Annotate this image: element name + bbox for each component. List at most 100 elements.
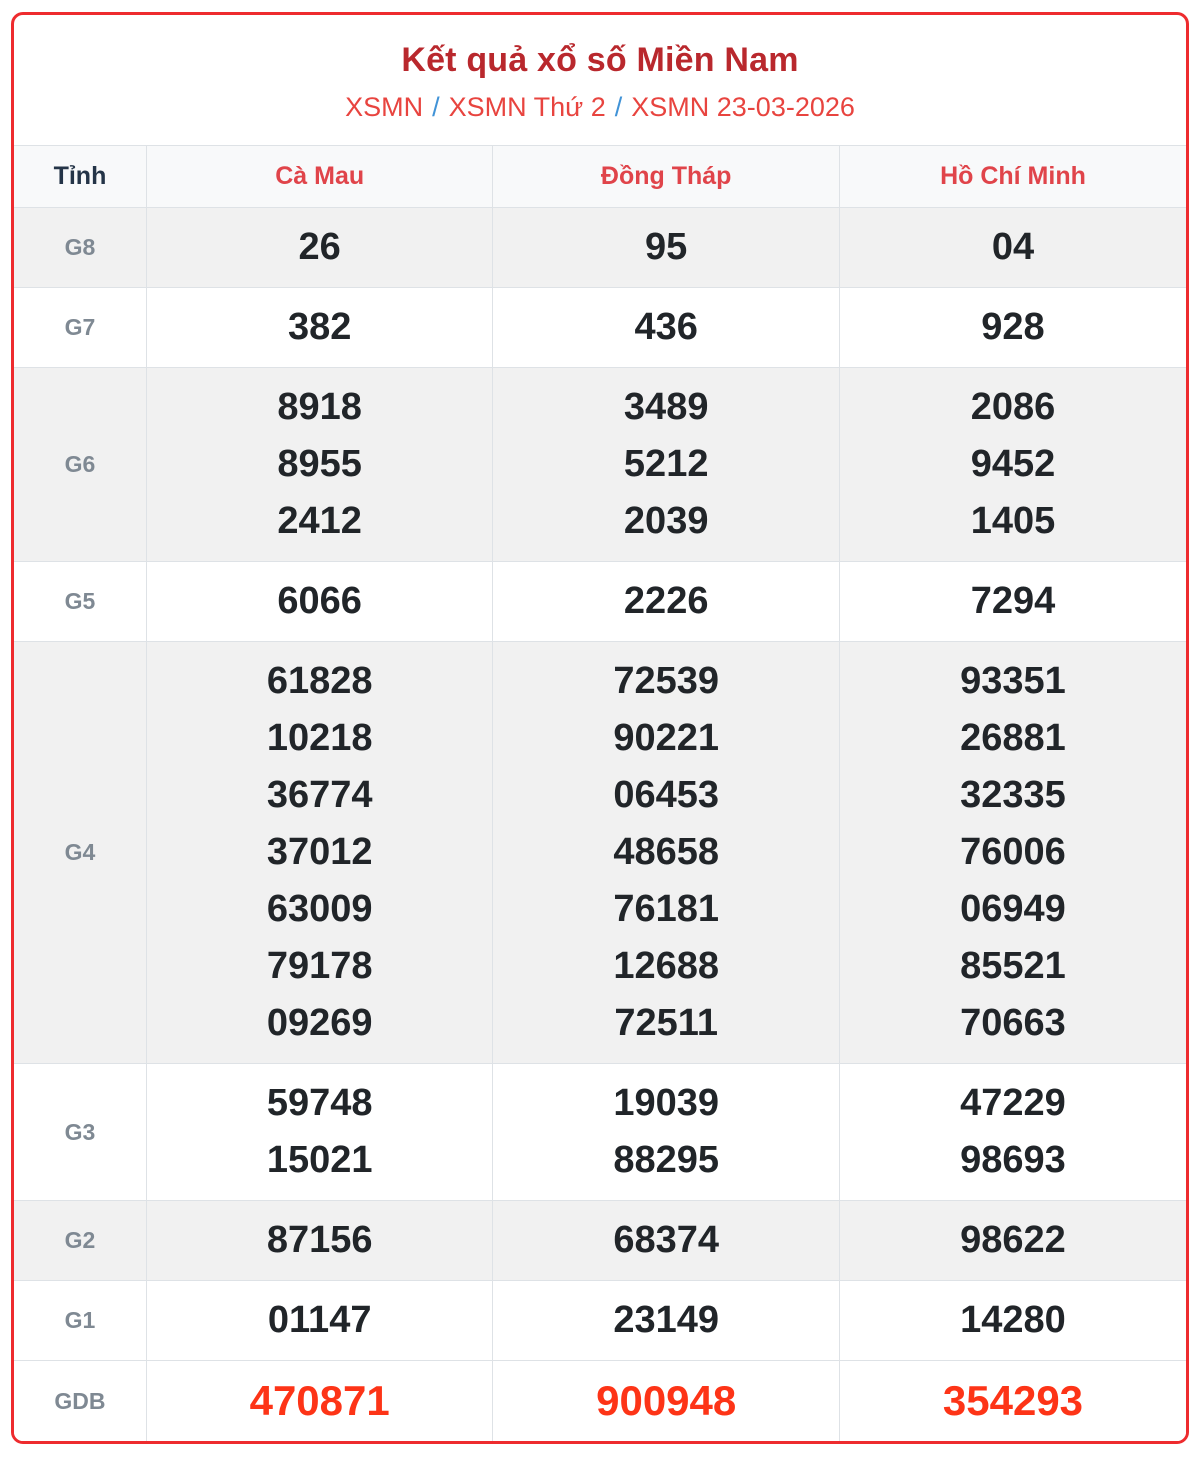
breadcrumb-separator: / bbox=[614, 92, 623, 122]
prize-number: 93351 bbox=[960, 660, 1066, 702]
prize-number: 2039 bbox=[623, 500, 709, 542]
table-row: G3 59748 15021 19039 88295 47229 98693 bbox=[14, 1063, 1186, 1201]
breadcrumb-link-xsmn-date[interactable]: XSMN 23-03-2026 bbox=[631, 92, 855, 122]
prize-numbers-cell: 354293 bbox=[838, 1360, 1186, 1441]
prize-label: GDB bbox=[14, 1360, 147, 1441]
prize-number: 900948 bbox=[596, 1377, 737, 1424]
prize-label: G3 bbox=[14, 1063, 147, 1201]
prize-numbers-cell: 382 bbox=[145, 287, 494, 368]
prize-numbers-cell: 6066 bbox=[145, 561, 494, 642]
prize-number: 06949 bbox=[960, 888, 1066, 930]
prize-number: 85521 bbox=[960, 945, 1066, 987]
prize-number: 61828 bbox=[266, 660, 373, 702]
prize-number: 436 bbox=[634, 306, 698, 348]
prize-numbers-cell: 23149 bbox=[492, 1280, 840, 1361]
prize-number: 90221 bbox=[613, 717, 720, 759]
breadcrumb-separator: / bbox=[432, 92, 440, 122]
results-table-body: G8 26 95 04 G7 382 436 928 G6 8918 8955 2412 3489 521… bbox=[14, 207, 1186, 1441]
table-row: G8 26 95 04 bbox=[14, 207, 1186, 288]
prize-numbers-cell: 900948 bbox=[492, 1360, 840, 1441]
prize-number: 12688 bbox=[613, 945, 720, 987]
column-header-ca-mau: Cà Mau bbox=[145, 145, 494, 208]
prize-label: G7 bbox=[14, 287, 147, 368]
prize-number: 2412 bbox=[277, 500, 362, 542]
prize-number: 26881 bbox=[960, 717, 1066, 759]
prize-number: 2226 bbox=[623, 580, 709, 622]
prize-number: 6066 bbox=[277, 580, 362, 622]
column-header-province: Tỉnh bbox=[14, 145, 147, 208]
breadcrumb: XSMN / XSMN Thứ 2 / XSMN 23-03-2026 bbox=[14, 92, 1186, 123]
prize-numbers-cell: 98622 bbox=[838, 1200, 1186, 1281]
breadcrumb-link-xsmn[interactable]: XSMN bbox=[345, 92, 424, 122]
prize-numbers-cell: 68374 bbox=[492, 1200, 840, 1281]
table-row: G1 01147 23149 14280 bbox=[14, 1280, 1186, 1361]
prize-number: 76181 bbox=[613, 888, 720, 930]
prize-number: 9452 bbox=[970, 443, 1056, 485]
breadcrumb-link-xsmn-weekday[interactable]: XSMN Thứ 2 bbox=[448, 92, 606, 122]
prize-numbers-cell: 93351 26881 32335 76006 06949 85521 70663 bbox=[838, 641, 1186, 1064]
prize-numbers-cell: 72539 90221 06453 48658 76181 12688 72511 bbox=[492, 641, 840, 1064]
results-table: Tỉnh Cà Mau Đồng Tháp Hồ Chí Minh G8 26 95… bbox=[14, 145, 1186, 1441]
prize-label: G6 bbox=[14, 367, 147, 562]
prize-number: 04 bbox=[991, 226, 1035, 268]
prize-number: 09269 bbox=[266, 1002, 373, 1044]
prize-number: 36774 bbox=[266, 774, 373, 816]
prize-numbers-cell: 470871 bbox=[145, 1360, 494, 1441]
prize-number: 95 bbox=[645, 226, 688, 268]
table-row: G2 87156 68374 98622 bbox=[14, 1200, 1186, 1281]
results-table-header: Tỉnh Cà Mau Đồng Tháp Hồ Chí Minh bbox=[14, 145, 1186, 208]
prize-number: 37012 bbox=[266, 831, 373, 873]
prize-number: 63009 bbox=[266, 888, 373, 930]
prize-number: 8918 bbox=[277, 386, 362, 428]
prize-number: 928 bbox=[981, 306, 1045, 348]
prize-number: 26 bbox=[298, 226, 341, 268]
prize-number: 06453 bbox=[613, 774, 720, 816]
table-row: G5 6066 2226 7294 bbox=[14, 561, 1186, 642]
prize-number: 76006 bbox=[960, 831, 1066, 873]
prize-number: 2086 bbox=[970, 386, 1056, 428]
prize-number: 14280 bbox=[960, 1299, 1066, 1341]
prize-label: G4 bbox=[14, 641, 147, 1064]
prize-numbers-cell: 14280 bbox=[838, 1280, 1186, 1361]
prize-numbers-cell: 2086 9452 1405 bbox=[838, 367, 1186, 562]
prize-numbers-cell: 04 bbox=[838, 207, 1186, 288]
prize-numbers-cell: 26 bbox=[145, 207, 494, 288]
column-header-dong-thap: Đồng Tháp bbox=[492, 145, 840, 208]
prize-numbers-cell: 928 bbox=[838, 287, 1186, 368]
prize-number: 88295 bbox=[613, 1139, 720, 1181]
prize-number: 72539 bbox=[613, 660, 720, 702]
prize-number: 01147 bbox=[267, 1299, 372, 1341]
prize-numbers-cell: 3489 5212 2039 bbox=[492, 367, 840, 562]
prize-numbers-cell: 87156 bbox=[145, 1200, 494, 1281]
prize-number: 72511 bbox=[614, 1002, 718, 1044]
prize-number: 19039 bbox=[613, 1082, 720, 1124]
prize-number: 7294 bbox=[970, 580, 1056, 622]
prize-label: G1 bbox=[14, 1280, 147, 1361]
table-row: G4 61828 10218 36774 37012 63009 79178 09269 725… bbox=[14, 641, 1186, 1064]
prize-numbers-cell: 8918 8955 2412 bbox=[145, 367, 494, 562]
prize-numbers-cell: 2226 bbox=[492, 561, 840, 642]
table-row: GDB 470871 900948 354293 bbox=[14, 1360, 1186, 1441]
prize-numbers-cell: 19039 88295 bbox=[492, 1063, 840, 1201]
header-row: Tỉnh Cà Mau Đồng Tháp Hồ Chí Minh bbox=[14, 145, 1186, 208]
prize-number: 48658 bbox=[613, 831, 720, 873]
prize-number: 382 bbox=[287, 306, 352, 348]
prize-numbers-cell: 7294 bbox=[838, 561, 1186, 642]
prize-label: G5 bbox=[14, 561, 147, 642]
prize-number: 15021 bbox=[266, 1139, 373, 1181]
table-row: G6 8918 8955 2412 3489 5212 2039 2086 9452 1405 bbox=[14, 367, 1186, 562]
page-title: Kết quả xổ số Miền Nam bbox=[401, 41, 799, 79]
prize-number: 23149 bbox=[613, 1299, 720, 1341]
prize-number: 3489 bbox=[623, 386, 709, 428]
prize-number: 5212 bbox=[623, 443, 709, 485]
prize-number: 32335 bbox=[960, 774, 1066, 816]
lottery-results-card: Kết quả xổ số Miền Nam XSMN / XSMN Thứ 2/X… bbox=[11, 12, 1189, 1444]
prize-label: G8 bbox=[14, 207, 147, 288]
prize-number: 70663 bbox=[960, 1002, 1066, 1044]
prize-number: 1405 bbox=[970, 500, 1056, 542]
prize-number: 68374 bbox=[613, 1219, 720, 1261]
prize-numbers-cell: 01147 bbox=[145, 1280, 494, 1361]
prize-number: 79178 bbox=[266, 945, 373, 987]
prize-number: 8955 bbox=[277, 443, 362, 485]
prize-label: G2 bbox=[14, 1200, 147, 1281]
